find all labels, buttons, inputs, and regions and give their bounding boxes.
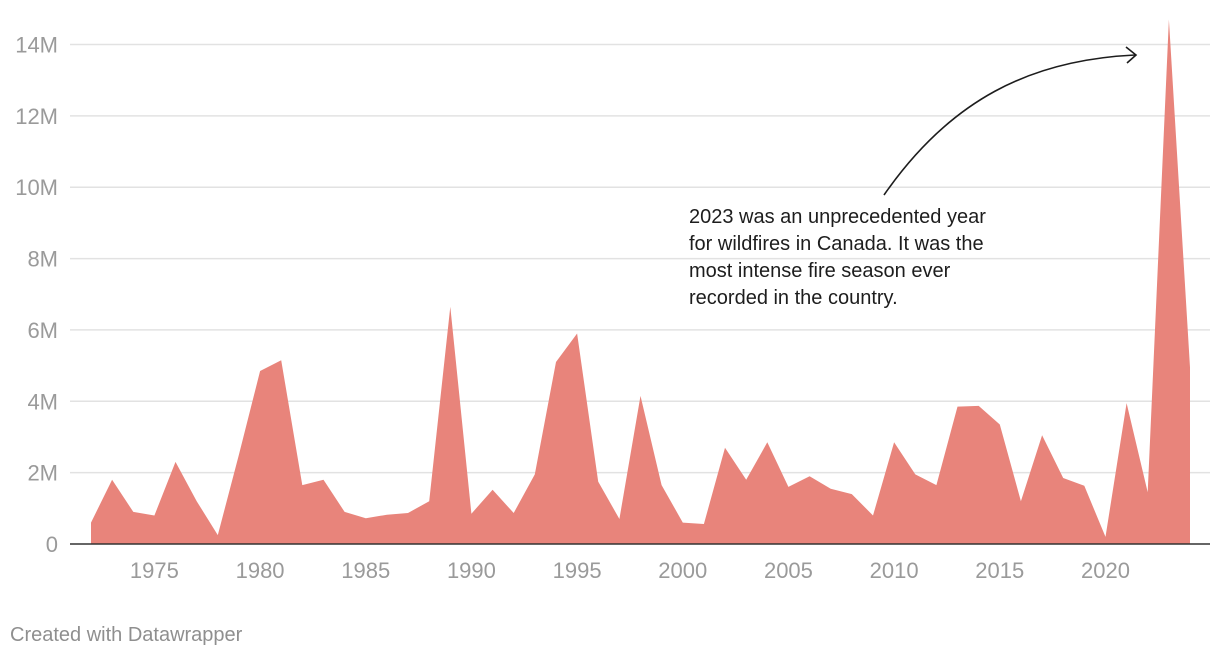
x-tick-label: 1985 — [341, 558, 390, 583]
y-tick-label: 8M — [27, 247, 58, 272]
annotation-line: 2023 was an unprecedented year — [689, 206, 986, 228]
y-tick-label: 4M — [27, 389, 58, 414]
annotation-line: for wildfires in Canada. It was the — [689, 233, 984, 255]
annotation-arrow — [883, 54, 1136, 196]
y-tick-label: 0 — [46, 532, 58, 557]
annotation-arrowhead — [1125, 46, 1138, 64]
x-tick-label: 2015 — [975, 558, 1024, 583]
y-tick-label: 14M — [15, 33, 58, 58]
y-tick-label: 6M — [27, 318, 58, 343]
area-series — [91, 19, 1190, 544]
annotation-line: recorded in the country. — [689, 287, 898, 309]
x-axis-tick-labels: 1975 1980 1985 1990 1995 2000 2005 2010 2015 2020 — [130, 558, 1130, 583]
y-tick-label: 2M — [27, 461, 58, 486]
x-tick-label: 2010 — [870, 558, 919, 583]
y-tick-label: 10M — [15, 175, 58, 200]
credit-text: Created with Datawrapper — [10, 624, 243, 646]
x-tick-label: 1980 — [236, 558, 285, 583]
x-tick-label: 1990 — [447, 558, 496, 583]
x-tick-label: 1995 — [553, 558, 602, 583]
annotation-line: most intense fire season ever — [689, 260, 951, 282]
y-tick-label: 12M — [15, 104, 58, 129]
wildfire-area-chart: 0 2M 4M 6M 8M 10M 12M 14M 1975 1980 1985 1990 1995 2… — [15, 19, 1210, 583]
x-tick-label: 2005 — [764, 558, 813, 583]
annotation-text: 2023 was an unprecedented year for wildfi… — [689, 206, 986, 309]
x-tick-label: 1975 — [130, 558, 179, 583]
x-tick-label: 2000 — [658, 558, 707, 583]
y-axis-tick-labels: 0 2M 4M 6M 8M 10M 12M 14M — [15, 33, 58, 558]
x-tick-label: 2020 — [1081, 558, 1130, 583]
